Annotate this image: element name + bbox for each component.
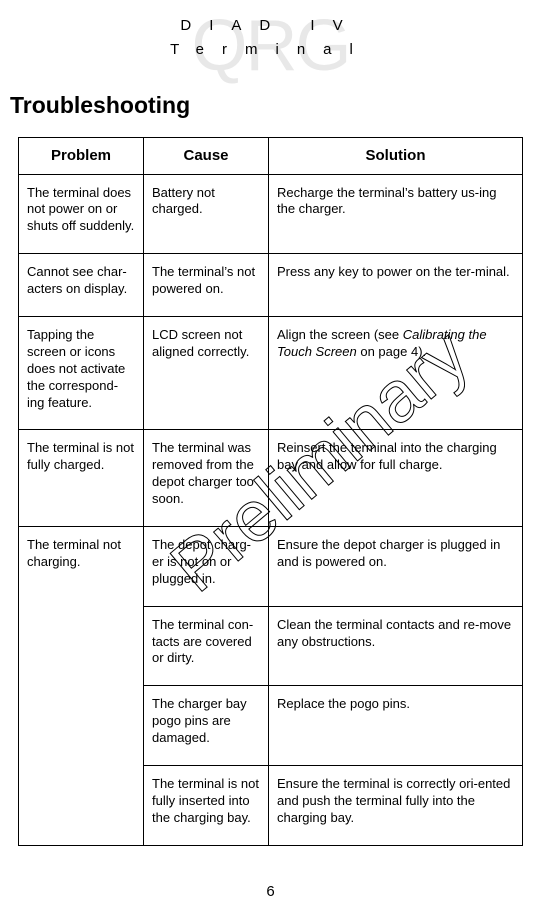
troubleshooting-table-wrap: Problem Cause Solution The terminal does… (18, 137, 523, 846)
cell-problem: Cannot see char-acters on display. (19, 254, 144, 317)
cell-solution: Press any key to power on the ter-minal. (269, 254, 523, 317)
page-number: 6 (0, 883, 541, 900)
header-line2: Terminal (0, 38, 541, 62)
cell-problem: The terminal is not fully charged. (19, 430, 144, 527)
col-header-solution: Solution (269, 138, 523, 175)
page-header: DIAD IV Terminal (0, 0, 541, 62)
cell-solution: Align the screen (see Calibrating the To… (269, 316, 523, 429)
cell-cause: Battery not charged. (144, 174, 269, 254)
cell-cause: The charger bay pogo pins are damaged. (144, 686, 269, 766)
cell-solution: Ensure the terminal is correctly ori-ent… (269, 765, 523, 845)
cell-cause: The terminal was removed from the depot … (144, 430, 269, 527)
cell-solution: Replace the pogo pins. (269, 686, 523, 766)
cell-solution: Reinsert the terminal into the charging … (269, 430, 523, 527)
cell-solution: Clean the terminal contacts and re-move … (269, 606, 523, 686)
troubleshooting-table: Problem Cause Solution The terminal does… (18, 137, 523, 846)
cell-solution: Recharge the terminal’s battery us-ing t… (269, 174, 523, 254)
sol-pre: Align the screen (see (277, 327, 403, 342)
sol-post: on page 4). (357, 344, 426, 359)
col-header-problem: Problem (19, 138, 144, 175)
col-header-cause: Cause (144, 138, 269, 175)
cell-cause: The terminal is not fully inserted into … (144, 765, 269, 845)
cell-cause: LCD screen not aligned correctly. (144, 316, 269, 429)
table-row: Tapping the screen or icons does not act… (19, 316, 523, 429)
section-title: Troubleshooting (10, 92, 541, 119)
table-row: The terminal is not fully charged. The t… (19, 430, 523, 527)
table-row: Cannot see char-acters on display. The t… (19, 254, 523, 317)
table-row: The terminal not charging. The depot cha… (19, 526, 523, 606)
cell-problem: The terminal not charging. (19, 526, 144, 845)
cell-solution: Ensure the depot charger is plugged in a… (269, 526, 523, 606)
cell-problem: Tapping the screen or icons does not act… (19, 316, 144, 429)
table-header-row: Problem Cause Solution (19, 138, 523, 175)
cell-cause: The terminal con-tacts are covered or di… (144, 606, 269, 686)
table-row: The terminal does not power on or shuts … (19, 174, 523, 254)
cell-cause: The depot charg-er is not on or plugged … (144, 526, 269, 606)
header-line1: DIAD IV (0, 14, 541, 38)
cell-cause: The terminal’s not powered on. (144, 254, 269, 317)
cell-problem: The terminal does not power on or shuts … (19, 174, 144, 254)
